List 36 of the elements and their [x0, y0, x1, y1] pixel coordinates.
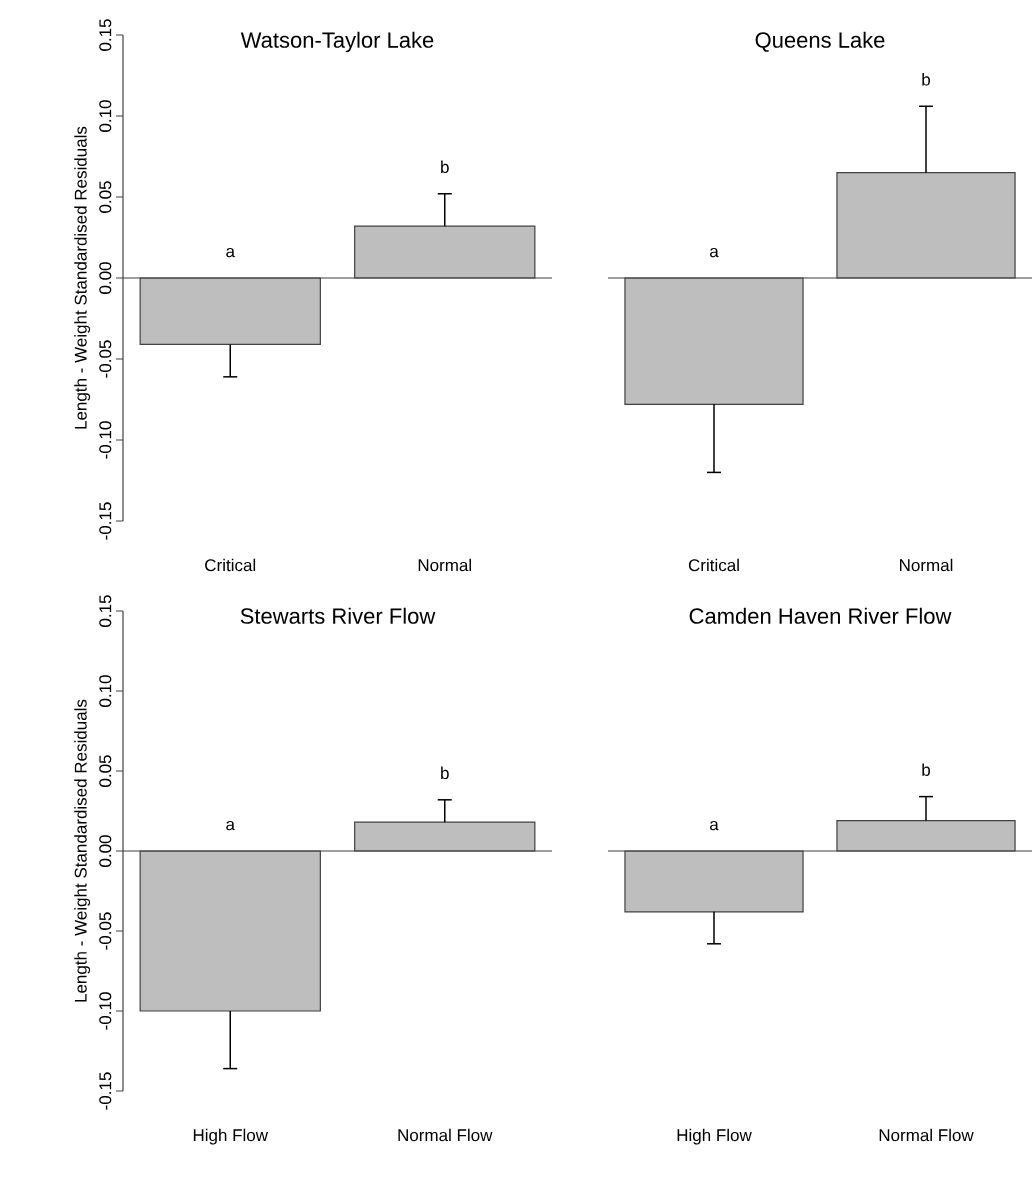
x-tick-label: High Flow: [193, 1128, 269, 1145]
y-tick-label: 0.00: [99, 835, 112, 867]
y-tick-label: 0.10: [99, 675, 112, 707]
x-tick-label: High Flow: [677, 1128, 752, 1145]
annotation: b: [922, 763, 931, 776]
x-tick-label: Normal: [418, 558, 471, 572]
x-tick-label: Normal: [900, 558, 953, 572]
y-tick-label: -0.05: [99, 340, 112, 378]
chart-title: Camden Haven River Flow: [689, 607, 952, 624]
y-tick-label: 0.00: [99, 262, 112, 294]
annotation: a: [226, 247, 235, 258]
chart-title: Watson-Taylor Lake: [240, 31, 434, 53]
annotation: b: [441, 160, 449, 174]
y-axis-title: Length - Weight Standardised Residuals: [74, 699, 91, 1002]
x-tick-label: Normal Flow: [398, 1128, 493, 1142]
y-tick-label: 0.05: [99, 755, 112, 787]
y-tick-label: -0.15: [99, 1072, 112, 1110]
x-tick-label: Critical: [205, 558, 256, 572]
y-tick-label: 0.15: [99, 595, 112, 627]
chart-title: Queens Lake: [755, 31, 885, 52]
chart-title: Stewarts River Flow: [240, 607, 436, 624]
y-tick-label: 0.10: [99, 100, 112, 132]
y-tick-label: -0.10: [99, 992, 112, 1030]
y-tick-label: -0.15: [99, 502, 112, 540]
y-tick-label: -0.05: [99, 912, 112, 950]
y-axis-title: Length - Weight Standardised Residuals: [74, 126, 91, 429]
y-tick-label: -0.10: [99, 421, 112, 459]
annotation: a: [710, 821, 719, 831]
annotation: b: [922, 73, 931, 86]
y-tick-label: 0.15: [99, 19, 112, 51]
x-tick-label: Normal Flow: [879, 1128, 974, 1142]
annotation: b: [441, 766, 449, 780]
x-tick-label: Critical: [688, 558, 739, 572]
annotation: a: [710, 247, 719, 258]
annotation: a: [226, 821, 235, 831]
y-tick-label: 0.05: [99, 181, 112, 213]
